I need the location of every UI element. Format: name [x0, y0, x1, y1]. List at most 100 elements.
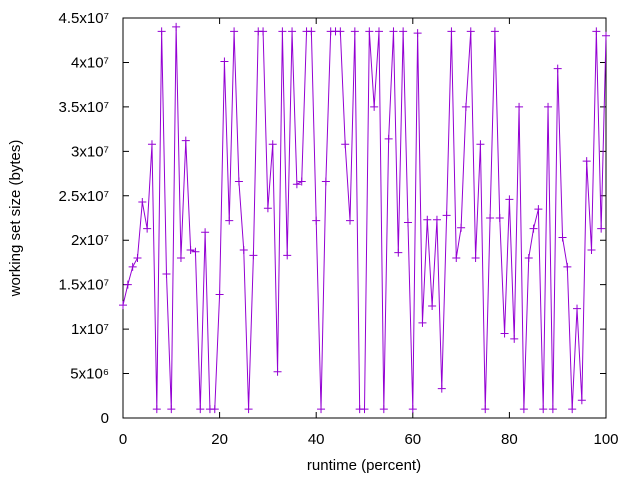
y-axis-label: working set size (bytes)	[7, 140, 24, 298]
data-point	[481, 405, 490, 414]
data-point	[186, 246, 195, 254]
data-point	[563, 262, 572, 271]
x-tick-label: 0	[119, 431, 127, 448]
data-point	[239, 246, 248, 254]
y-tick-label: 2x10⁷	[71, 232, 109, 249]
data-point	[553, 64, 562, 73]
data-point	[505, 195, 514, 204]
data-point	[461, 102, 470, 111]
data-point	[259, 27, 268, 36]
plot-border	[122, 17, 607, 419]
x-tick-label: 40	[308, 431, 325, 448]
y-tick-label: 2.5x10⁷	[59, 188, 109, 205]
data-point	[123, 280, 132, 289]
data-point	[399, 27, 408, 36]
data-point	[413, 29, 422, 38]
data-point	[307, 27, 316, 36]
y-tick-label: 1.5x10⁷	[59, 277, 109, 294]
data-point	[582, 157, 591, 166]
data-point	[360, 405, 369, 414]
data-point	[500, 329, 509, 338]
data-point	[447, 27, 456, 36]
data-point	[370, 102, 379, 111]
data-point	[529, 224, 538, 233]
data-point	[408, 405, 417, 414]
data-point	[577, 396, 586, 405]
data-point	[249, 251, 258, 260]
data-point	[437, 384, 446, 393]
data-point	[297, 177, 306, 186]
data-point	[147, 140, 156, 149]
data-point	[230, 27, 239, 36]
data-point	[515, 102, 524, 111]
data-point	[283, 251, 292, 260]
data-point	[273, 367, 282, 376]
data-point	[365, 27, 374, 36]
data-point	[336, 27, 345, 36]
data-point	[510, 334, 519, 343]
data-point	[138, 198, 147, 206]
data-point	[539, 405, 548, 414]
y-tick-label: 0	[101, 410, 109, 427]
y-tick-label: 3x10⁷	[71, 143, 109, 160]
x-tick-label: 100	[593, 431, 618, 448]
data-point	[548, 405, 557, 414]
data-point	[394, 248, 403, 257]
data-point	[403, 218, 412, 227]
data-point	[143, 224, 152, 233]
data-point	[191, 247, 200, 256]
data-point	[346, 216, 355, 225]
data-point	[592, 27, 601, 36]
data-point	[466, 27, 475, 36]
data-point	[215, 290, 224, 299]
y-tick-label: 5x10⁶	[70, 366, 109, 383]
data-point	[350, 27, 359, 36]
y-tick-label: 4x10⁷	[71, 54, 109, 71]
data-point	[181, 136, 190, 145]
data-point	[432, 215, 441, 224]
data-point	[476, 140, 485, 149]
data-point	[210, 405, 219, 414]
x-tick-label: 80	[501, 431, 518, 448]
data-point	[196, 405, 205, 414]
data-point	[495, 214, 504, 222]
data-point	[157, 27, 166, 36]
data-point	[292, 180, 301, 189]
data-point	[379, 405, 388, 414]
data-point	[162, 270, 171, 278]
data-point	[288, 27, 297, 36]
data-point	[321, 177, 330, 186]
data-point	[312, 216, 321, 225]
data-point	[220, 57, 229, 66]
data-point	[544, 102, 553, 111]
data-point	[486, 214, 495, 222]
data-point	[317, 405, 326, 414]
data-point	[172, 22, 181, 31]
data-point	[490, 27, 499, 36]
data-point	[452, 254, 461, 262]
data-point	[519, 405, 528, 414]
data-point	[524, 254, 533, 262]
data-point	[225, 216, 234, 225]
data-point	[597, 224, 606, 233]
data-point	[234, 177, 243, 186]
x-axis-label: runtime (percent)	[307, 457, 421, 474]
data-point	[534, 205, 543, 214]
y-tick-label: 3.5x10⁷	[59, 99, 109, 116]
data-point	[268, 140, 277, 149]
x-tick-label: 20	[211, 431, 228, 448]
data-point	[602, 31, 610, 40]
y-tick-label: 1x10⁷	[71, 321, 109, 338]
data-point	[471, 254, 480, 262]
data-point	[119, 301, 127, 310]
data-line	[122, 26, 607, 410]
data-point	[423, 215, 432, 224]
data-point	[573, 304, 582, 313]
data-point	[201, 228, 210, 237]
data-point	[389, 27, 398, 36]
data-point	[587, 246, 596, 254]
data-point	[418, 318, 427, 327]
data-point	[457, 223, 466, 232]
